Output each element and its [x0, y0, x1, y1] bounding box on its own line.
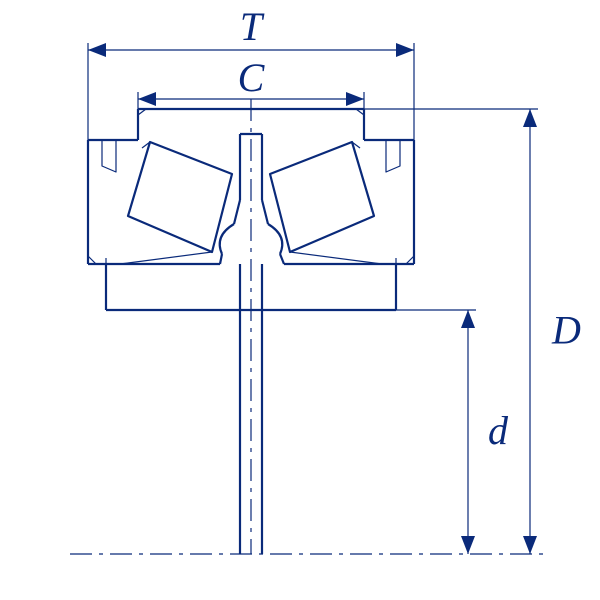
label-T: T [240, 4, 265, 49]
bearing-diagram: TC Dd [70, 4, 581, 554]
label-d: d [488, 408, 509, 453]
label-D: D [551, 308, 581, 353]
label-C: C [238, 55, 266, 100]
